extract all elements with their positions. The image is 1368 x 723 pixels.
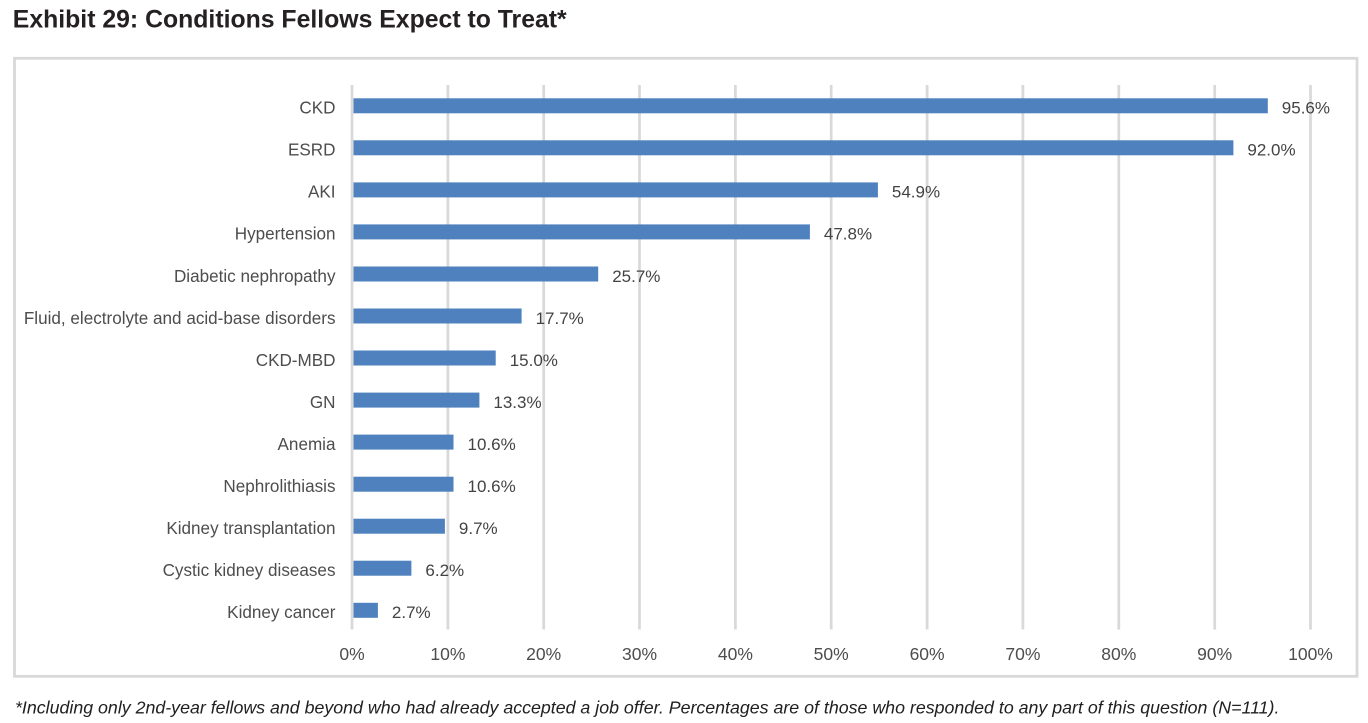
svg-text:ESRD: ESRD xyxy=(288,141,336,160)
svg-text:50%: 50% xyxy=(814,644,849,664)
svg-text:Exhibit 29: Conditions Fellows: Exhibit 29: Conditions Fellows Expect to… xyxy=(13,7,567,34)
svg-text:95.6%: 95.6% xyxy=(1282,99,1330,118)
svg-text:15.0%: 15.0% xyxy=(510,351,558,370)
svg-text:54.9%: 54.9% xyxy=(892,183,940,202)
svg-text:10%: 10% xyxy=(430,644,465,664)
svg-text:20%: 20% xyxy=(526,644,561,664)
svg-text:Kidney transplantation: Kidney transplantation xyxy=(166,519,335,538)
svg-text:25.7%: 25.7% xyxy=(612,267,660,286)
svg-text:Cystic kidney diseases: Cystic kidney diseases xyxy=(163,561,336,580)
svg-text:10.6%: 10.6% xyxy=(468,435,516,454)
svg-text:40%: 40% xyxy=(718,644,753,664)
svg-text:92.0%: 92.0% xyxy=(1247,141,1295,160)
svg-text:GN: GN xyxy=(310,393,336,412)
svg-text:30%: 30% xyxy=(622,644,657,664)
svg-text:Hypertension: Hypertension xyxy=(235,225,336,244)
svg-text:*Including only 2nd-year fello: *Including only 2nd-year fellows and bey… xyxy=(15,697,1279,717)
svg-text:6.2%: 6.2% xyxy=(425,561,464,580)
svg-text:2.7%: 2.7% xyxy=(392,603,431,622)
svg-text:Anemia: Anemia xyxy=(278,435,336,454)
svg-text:100%: 100% xyxy=(1288,644,1333,664)
svg-text:60%: 60% xyxy=(910,644,945,664)
svg-text:CKD-MBD: CKD-MBD xyxy=(256,351,336,370)
svg-text:13.3%: 13.3% xyxy=(493,393,541,412)
svg-text:70%: 70% xyxy=(1005,644,1040,664)
svg-text:47.8%: 47.8% xyxy=(824,225,872,244)
svg-text:Fluid, electrolyte and acid-ba: Fluid, electrolyte and acid-base disorde… xyxy=(24,309,336,328)
svg-text:CKD: CKD xyxy=(299,99,335,118)
svg-text:Diabetic nephropathy: Diabetic nephropathy xyxy=(174,267,336,286)
svg-text:AKI: AKI xyxy=(308,183,336,202)
svg-text:Kidney cancer: Kidney cancer xyxy=(227,603,336,622)
svg-text:10.6%: 10.6% xyxy=(468,477,516,496)
svg-text:90%: 90% xyxy=(1197,644,1232,664)
svg-text:Nephrolithiasis: Nephrolithiasis xyxy=(223,477,335,496)
svg-text:0%: 0% xyxy=(339,644,364,664)
svg-text:17.7%: 17.7% xyxy=(536,309,584,328)
svg-text:9.7%: 9.7% xyxy=(459,519,498,538)
svg-text:80%: 80% xyxy=(1101,644,1136,664)
